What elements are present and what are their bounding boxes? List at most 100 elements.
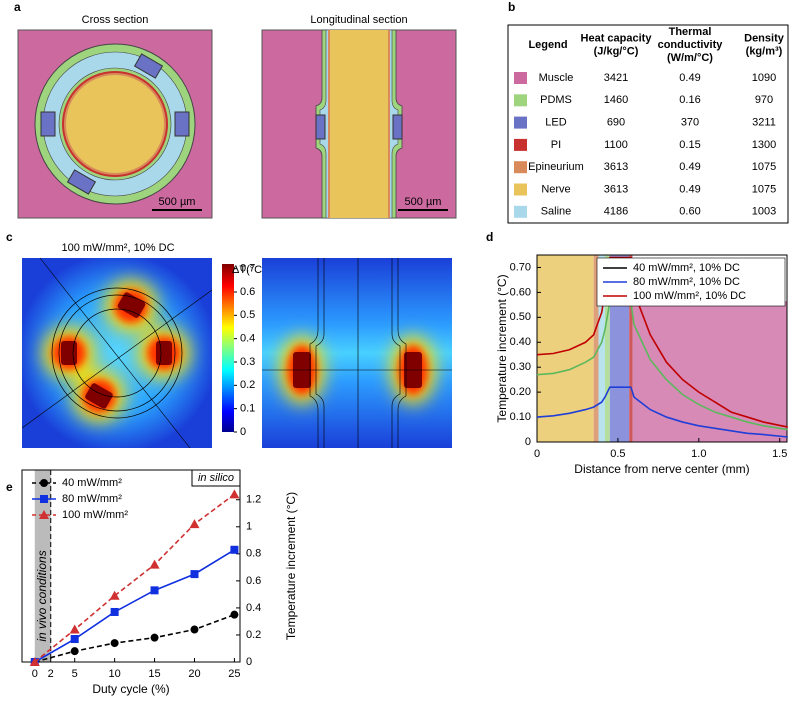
table-cell: 1460 bbox=[604, 94, 628, 106]
material-name: LED bbox=[545, 117, 566, 129]
material-name: PI bbox=[551, 139, 561, 151]
region-band bbox=[604, 255, 610, 442]
y-tick-label: 0.8 bbox=[246, 548, 261, 560]
y-tick-label: 0.4 bbox=[246, 602, 261, 614]
mesh-line bbox=[39, 258, 191, 448]
mesh-circle bbox=[51, 287, 183, 419]
region-band bbox=[537, 255, 594, 442]
marker bbox=[189, 519, 200, 529]
legend-swatch bbox=[514, 94, 527, 107]
legend-label: 40 mW/mm², 10% DC bbox=[633, 262, 740, 274]
series-line bbox=[536, 386, 788, 438]
table-cell: 1003 bbox=[752, 206, 776, 218]
x-tick-label: 0.5 bbox=[610, 448, 625, 460]
table-header: Density bbox=[744, 32, 785, 44]
table-cell: 3421 bbox=[604, 72, 628, 84]
y-tick-label: 0 bbox=[525, 436, 531, 448]
colorbar-tick-label: 0.4 bbox=[240, 333, 255, 345]
table-cell: 1090 bbox=[752, 72, 776, 84]
table-cell: 690 bbox=[607, 117, 625, 129]
material-name: PDMS bbox=[540, 94, 572, 106]
mesh-line bbox=[22, 289, 212, 429]
marker bbox=[29, 657, 40, 666]
mesh-line bbox=[315, 258, 401, 448]
marker bbox=[190, 625, 199, 634]
region-band bbox=[629, 255, 633, 442]
legend-marker bbox=[40, 479, 48, 487]
colorbar-tick-label: 0.1 bbox=[240, 403, 255, 415]
x-axis-label: Duty cycle (%) bbox=[92, 682, 169, 696]
series-line bbox=[34, 549, 235, 663]
table-cell: 0.60 bbox=[679, 206, 700, 218]
y-tick-label: 0.30 bbox=[510, 361, 531, 373]
table-header: conductivity bbox=[658, 39, 724, 51]
marker bbox=[69, 624, 80, 634]
table-header: (J/kg/°C) bbox=[594, 45, 639, 57]
table-cell: 370 bbox=[681, 117, 699, 129]
annotation: in silico bbox=[198, 472, 234, 484]
annotation-box bbox=[191, 469, 241, 487]
mesh-line bbox=[309, 258, 407, 448]
x-tick-label: 10 bbox=[109, 668, 121, 680]
led bbox=[392, 114, 403, 140]
table-cell: 1075 bbox=[752, 161, 776, 173]
legend-swatch bbox=[514, 161, 527, 174]
panel-label: b bbox=[508, 0, 515, 14]
legend-label: 100 mW/mm² bbox=[62, 509, 128, 521]
colorbar-ticks: 0 0.1 0.2 0.3 0.4 0.5 0.6 0.7 bbox=[234, 263, 255, 438]
heatmap-cross bbox=[22, 258, 212, 448]
heat-glow bbox=[22, 258, 212, 448]
led bbox=[40, 111, 56, 137]
x-tick-label: 2 bbox=[48, 668, 54, 680]
panel-title: Cross section bbox=[82, 14, 149, 26]
table-header: Legend bbox=[528, 39, 567, 51]
table-cell: 1100 bbox=[604, 139, 628, 151]
material-table: Legend Heat capacity(J/kg/°C) Thermalcondu… bbox=[514, 26, 785, 218]
colorbar-tick-label: 0.3 bbox=[240, 356, 255, 368]
material-name: Nerve bbox=[541, 183, 570, 195]
panel-label: d bbox=[486, 230, 493, 244]
table-cell: 1075 bbox=[752, 183, 776, 195]
table-header: (kg/m³) bbox=[746, 45, 783, 57]
material-name: Saline bbox=[541, 206, 572, 218]
cross-section: 500 µm bbox=[17, 29, 213, 219]
panel-title: Longitudinal section bbox=[310, 14, 407, 26]
table-header: (W/m/°C) bbox=[667, 52, 713, 64]
y-tick-label: 0.60 bbox=[510, 286, 531, 298]
led bbox=[133, 53, 164, 79]
x-tick-label: 0 bbox=[534, 448, 540, 460]
y-tick-label: 1 bbox=[246, 521, 252, 533]
table-header: Thermal bbox=[669, 26, 712, 38]
legend-label: 80 mW/mm², 10% DC bbox=[633, 276, 740, 288]
led bbox=[174, 111, 190, 137]
marker bbox=[70, 647, 79, 656]
colorbar-label: ΔT(°C) bbox=[232, 264, 266, 276]
marker bbox=[109, 590, 120, 600]
legend-label: 80 mW/mm² bbox=[62, 493, 122, 505]
scale-label: 500 µm bbox=[405, 196, 442, 208]
panel-label: e bbox=[6, 480, 13, 494]
marker bbox=[229, 489, 240, 499]
region-band bbox=[598, 255, 605, 442]
table-cell: 970 bbox=[755, 94, 773, 106]
y-tick-label: 0.50 bbox=[510, 311, 531, 323]
plot-frame bbox=[21, 469, 241, 663]
led-core bbox=[61, 341, 77, 365]
colorbar-tick-label: 0.6 bbox=[240, 286, 255, 298]
series-line bbox=[536, 301, 788, 431]
y-tick-label: 0.40 bbox=[510, 336, 531, 348]
marker bbox=[149, 559, 160, 569]
legend-swatch bbox=[514, 205, 527, 218]
shade-label: in vivo conditions bbox=[35, 550, 49, 641]
y-tick-label: 0 bbox=[246, 656, 252, 668]
panel-title: 100 mW/mm², 10% DC bbox=[61, 242, 174, 254]
x-tick-label: 15 bbox=[148, 668, 160, 680]
legend-label: 40 mW/mm² bbox=[62, 477, 122, 489]
table-cell: 0.49 bbox=[679, 183, 700, 195]
x-tick-label: 1.0 bbox=[691, 448, 706, 460]
table-cell: 0.16 bbox=[679, 94, 700, 106]
colorbar-tick-label: 0.5 bbox=[240, 309, 255, 321]
colorbar bbox=[222, 264, 234, 432]
mesh-circle bbox=[58, 294, 176, 412]
